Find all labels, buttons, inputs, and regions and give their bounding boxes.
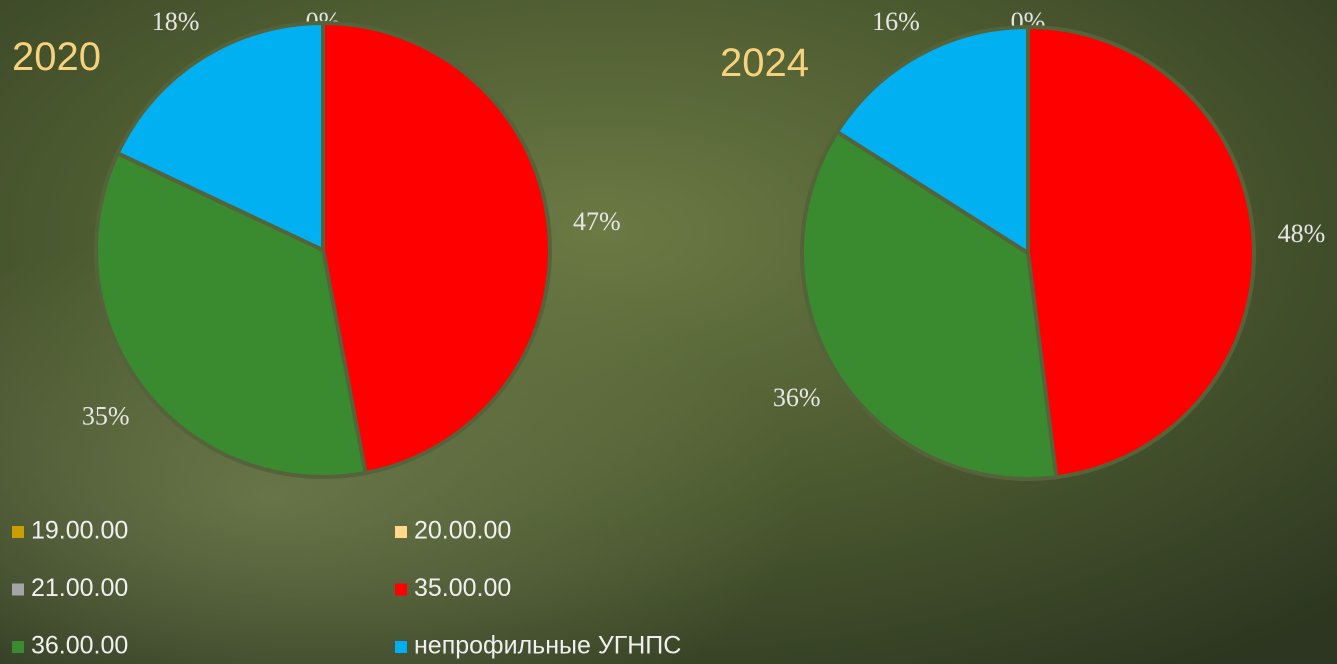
pie-slice bbox=[1026, 24, 1256, 480]
data-label: 47% bbox=[573, 207, 621, 236]
pie-slice bbox=[114, 20, 325, 254]
legend-label: 20.00.00 bbox=[414, 517, 511, 545]
legend-swatch bbox=[395, 641, 407, 653]
data-label: 36% bbox=[773, 383, 821, 412]
legend-label: 36.00.00 bbox=[31, 632, 128, 660]
legend-label: 35.00.00 bbox=[414, 574, 511, 602]
legend-label: непрофильные УГНПС bbox=[414, 632, 681, 660]
legend-label: 19.00.00 bbox=[31, 517, 128, 545]
pie-slice bbox=[834, 24, 1030, 257]
chart-title: 2020 bbox=[12, 35, 101, 79]
legend-swatch bbox=[395, 583, 407, 596]
legend-swatch bbox=[395, 526, 407, 538]
pie-slice bbox=[94, 150, 368, 479]
chart-title: 2024 bbox=[720, 41, 809, 85]
data-label: 48% bbox=[1278, 219, 1326, 248]
pie-slice bbox=[321, 20, 552, 476]
legend-swatch bbox=[12, 526, 24, 538]
legend-label: 21.00.00 bbox=[31, 574, 128, 602]
data-label: 35% bbox=[82, 402, 130, 431]
data-label: 16% bbox=[872, 7, 920, 36]
legend-swatch bbox=[12, 641, 24, 653]
pie-slice bbox=[800, 129, 1059, 481]
legend-swatch bbox=[12, 583, 24, 596]
data-label: 18% bbox=[152, 7, 200, 36]
